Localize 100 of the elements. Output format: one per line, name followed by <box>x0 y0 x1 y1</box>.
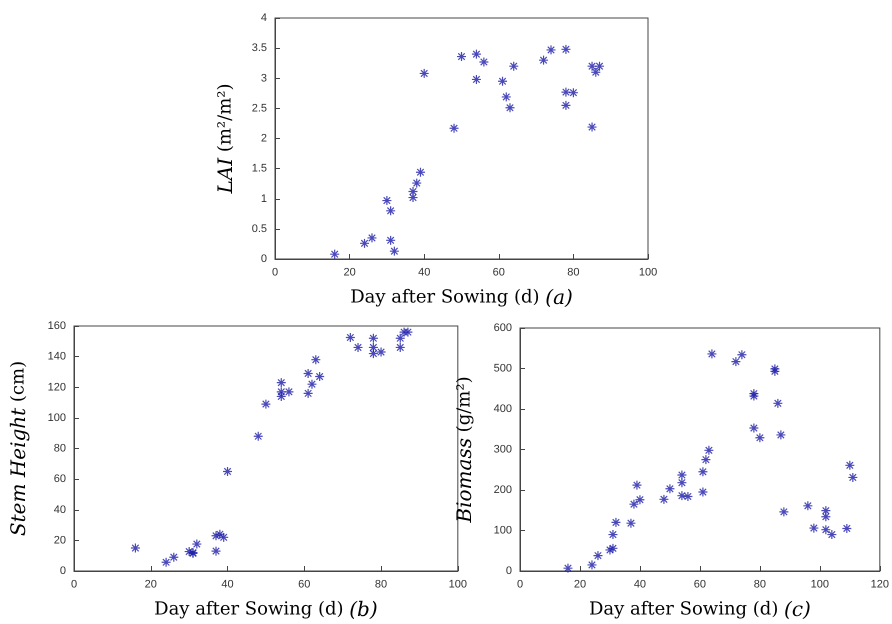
y-tick-label: 20 <box>54 534 66 546</box>
y-tick-label: 3 <box>260 72 267 84</box>
point <box>352 342 364 353</box>
y-tick-label: 2.5 <box>252 102 267 114</box>
point <box>560 100 572 110</box>
point <box>546 44 556 56</box>
point <box>359 238 370 248</box>
point <box>408 186 418 197</box>
point <box>408 192 418 203</box>
point <box>161 557 172 568</box>
point <box>748 422 759 434</box>
x-tick-label: 40 <box>221 578 234 590</box>
point <box>368 342 378 353</box>
y-tick-label: 120 <box>48 381 66 394</box>
y-axis-title: Stem Height (cm) <box>6 360 30 536</box>
point <box>478 56 489 68</box>
point <box>218 532 229 542</box>
point <box>276 386 286 397</box>
y-tick-label: 140 <box>48 350 66 363</box>
x-tick-label: 60 <box>694 578 706 590</box>
y-tick-label: 3.5 <box>252 42 267 54</box>
y-tick-label: 0.5 <box>252 222 267 235</box>
point <box>562 563 574 574</box>
point <box>632 480 642 490</box>
y-axis-title: LAI (m²/m²) <box>213 83 237 195</box>
point <box>389 246 400 256</box>
point <box>592 550 604 561</box>
point <box>398 327 410 338</box>
point <box>448 123 460 134</box>
point <box>210 546 222 556</box>
point <box>497 76 508 86</box>
x-tick-label: 120 <box>870 578 890 590</box>
point <box>222 466 233 477</box>
point <box>303 388 314 398</box>
point <box>386 206 396 216</box>
point <box>402 327 414 338</box>
y-tick-label: 200 <box>494 484 512 496</box>
y-tick-label: 0 <box>260 253 267 265</box>
point <box>776 430 786 440</box>
x-tick-label: 40 <box>634 578 646 590</box>
point <box>168 552 179 562</box>
point <box>736 350 747 360</box>
point <box>184 546 194 557</box>
point <box>820 524 831 535</box>
point <box>664 484 676 494</box>
point <box>130 542 141 554</box>
point <box>610 517 622 528</box>
x-tick-label: 80 <box>754 578 766 590</box>
x-axis-title: Day after Sowing (d) (b) <box>154 597 378 621</box>
y-tick-label: 500 <box>494 362 512 374</box>
point <box>368 333 378 344</box>
point <box>658 494 670 504</box>
point <box>608 529 618 540</box>
point <box>303 368 314 379</box>
point <box>395 342 406 353</box>
x-tick-label: 20 <box>574 578 586 590</box>
x-tick-label: 100 <box>448 578 468 590</box>
x-axis-title: Day after Sowing (d) (c) <box>588 597 811 621</box>
point <box>456 51 467 62</box>
point <box>586 61 598 72</box>
x-tick-label: 80 <box>567 266 580 278</box>
point <box>386 235 396 246</box>
point <box>330 249 340 260</box>
point <box>748 390 759 402</box>
point <box>366 232 378 244</box>
point <box>748 388 759 399</box>
point <box>471 49 482 60</box>
x-tick-label: 40 <box>418 266 430 278</box>
x-tick-label: 60 <box>298 578 310 590</box>
point <box>419 68 430 79</box>
y-tick-label: 100 <box>494 524 512 536</box>
point <box>310 354 321 365</box>
point <box>770 366 780 376</box>
x-tick-label: 20 <box>343 266 356 278</box>
point <box>634 494 646 505</box>
point <box>276 378 286 388</box>
point <box>698 486 708 498</box>
point <box>471 74 482 85</box>
point <box>676 478 688 488</box>
point <box>345 332 356 343</box>
point <box>826 529 837 540</box>
y-tick-label: 4 <box>260 12 267 24</box>
y-tick-label: 1.5 <box>252 162 267 175</box>
point <box>608 543 618 554</box>
x-tick-label: 0 <box>272 266 278 278</box>
y-tick-label: 80 <box>54 442 66 454</box>
y-tick-label: 100 <box>48 412 66 424</box>
point <box>778 506 789 517</box>
y-tick-label: 40 <box>54 504 66 516</box>
point <box>260 398 272 410</box>
y-tick-label: 300 <box>494 444 512 456</box>
point <box>560 44 572 54</box>
point <box>754 432 765 443</box>
y-tick-label: 2 <box>260 132 267 144</box>
point <box>214 529 225 540</box>
point <box>698 466 708 477</box>
x-tick-label: 0 <box>70 578 78 590</box>
point <box>568 88 578 98</box>
point <box>192 538 202 550</box>
point <box>820 512 831 522</box>
